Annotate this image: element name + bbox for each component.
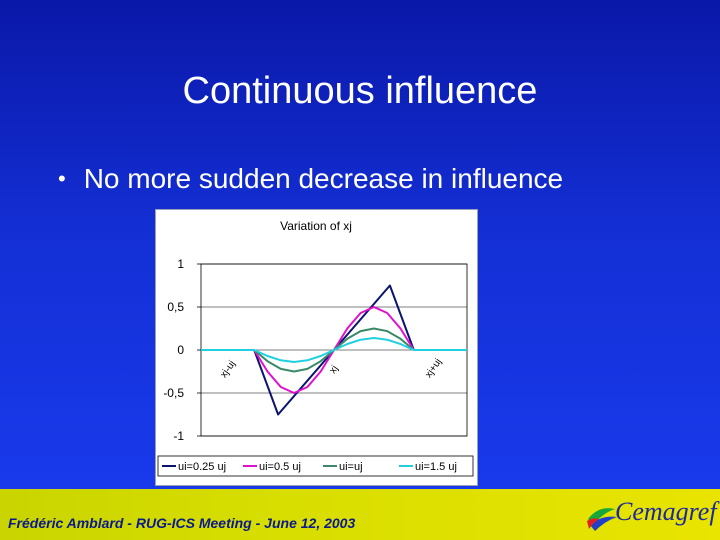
legend-box [157,455,474,477]
bullet-icon: • [58,166,66,191]
bullet-item: • No more sudden decrease in influence [58,163,563,195]
chart-title: Variation of xj [280,219,352,233]
cemagref-logo-icon [587,508,617,531]
legend-entry: ui=0.25 uj [178,461,226,473]
logo-text: Cemagref [615,497,717,526]
y-tick-label: 0 [177,343,184,357]
y-tick-label: 0,5 [167,300,184,314]
y-tick-label: 1 [177,257,184,271]
legend-entry: ui=1.5 uj [415,461,457,473]
footer-bar: Frédéric Amblard - RUG-ICS Meeting - Jun… [0,489,720,540]
series-line [201,337,467,363]
footer-text: Frédéric Amblard - RUG-ICS Meeting - Jun… [8,515,356,531]
bullet-text: No more sudden decrease in influence [83,163,564,194]
cemagref-logo: Cemagref [585,497,717,533]
legend-entry: ui=uj [339,461,363,473]
y-tick-label: -0,5 [163,386,184,400]
slide-title: Continuous influence [182,70,538,112]
y-tick-label: -1 [173,429,184,443]
chart-panel: Variation of xj 1 0,5 0 -0,5 -1 xj-uj xj xj+uj ui… [155,209,478,486]
legend-entry: ui=0.5 uj [259,461,301,473]
